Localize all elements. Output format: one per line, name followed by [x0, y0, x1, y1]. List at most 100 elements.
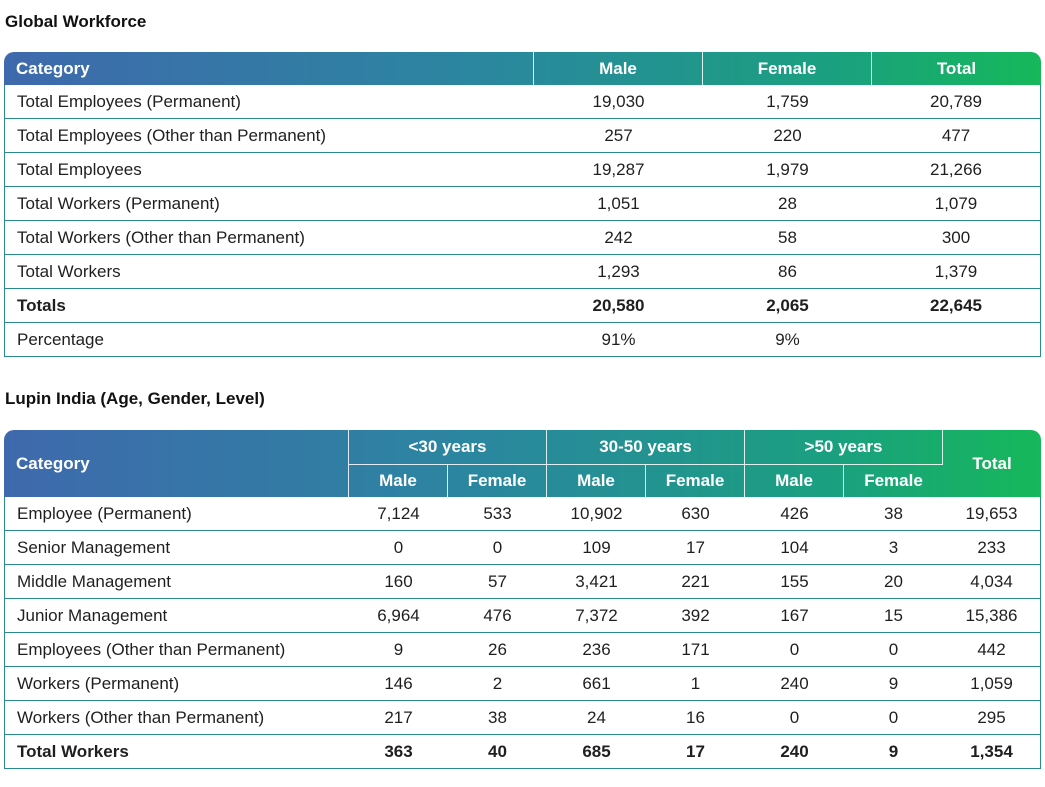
table-cell: 155 [745, 565, 845, 599]
table-cell: 109 [547, 531, 646, 565]
table-cell: 19,287 [534, 153, 703, 187]
table-cell: 9% [703, 323, 872, 357]
row-label: Employees (Other than Permanent) [4, 633, 349, 667]
table-row: Employee (Permanent) 7,124 533 10,902 630 426… [4, 497, 1042, 531]
global-workforce-title: Global Workforce [5, 12, 147, 31]
table-cell: 0 [349, 531, 448, 565]
table-cell: 426 [745, 497, 845, 531]
table-cell: 0 [448, 531, 547, 565]
table-cell: 2 [448, 667, 547, 701]
table-cell: 40 [448, 735, 547, 769]
table-cell: 257 [534, 119, 703, 153]
lupin-india-table: Category <30 years 30-50 years >50 years… [4, 430, 1042, 769]
table-row: Total Workers (Other than Permanent) 242 5… [4, 221, 1041, 255]
table-cell: 1,379 [872, 255, 1041, 289]
lupin-india-title: Lupin India (Age, Gender, Level) [5, 389, 265, 408]
table-cell: 220 [703, 119, 872, 153]
gender-header-male: Male [349, 464, 448, 497]
table-cell: 19,030 [534, 85, 703, 119]
age-group-header-under-30: <30 years [349, 430, 547, 464]
table-cell: 146 [349, 667, 448, 701]
table-cell: 392 [646, 599, 746, 633]
table-cell: 1,079 [872, 187, 1041, 221]
row-label: Total Workers (Other than Permanent) [4, 221, 534, 255]
gender-header-male: Male [745, 464, 845, 497]
table-cell: 221 [646, 565, 746, 599]
table-cell: 10,902 [547, 497, 646, 531]
table-cell: 20,580 [534, 289, 703, 323]
gender-header-row: Male Female Male Female Male Female [4, 464, 1041, 497]
row-label: Totals [4, 289, 534, 323]
table-cell: 167 [745, 599, 845, 633]
row-label: Senior Management [4, 531, 349, 565]
table-cell: 104 [745, 531, 845, 565]
table-cell: 3,421 [547, 565, 646, 599]
column-header-female: Female [703, 52, 872, 85]
table-cell: 15 [844, 599, 944, 633]
row-label: Total Workers [4, 255, 534, 289]
table-row: Employees (Other than Permanent) 9 26 236 17… [4, 633, 1042, 667]
table-cell: 20 [844, 565, 944, 599]
table-row: Workers (Permanent) 146 2 661 1 240 9 1,059 [4, 667, 1042, 701]
table-cell: 24 [547, 701, 646, 735]
table-cell: 233 [943, 531, 1042, 565]
column-header-category: Category [4, 52, 534, 85]
row-label: Total Employees (Other than Permanent) [4, 119, 534, 153]
table-cell: 685 [547, 735, 646, 769]
gender-header-female: Female [844, 464, 944, 497]
table-cell: 9 [844, 667, 944, 701]
table-row: Total Employees 19,287 1,979 21,266 [4, 153, 1041, 187]
table-cell: 22,645 [872, 289, 1041, 323]
global-workforce-table: Category Male Female Total Total Employe… [4, 52, 1041, 357]
table-cell: 28 [703, 187, 872, 221]
table-cell: 0 [745, 633, 845, 667]
table-cell: 2,065 [703, 289, 872, 323]
table-cell: 91% [534, 323, 703, 357]
table-cell: 477 [872, 119, 1041, 153]
table-cell: 0 [745, 701, 845, 735]
table-cell: 1,293 [534, 255, 703, 289]
table-row: Total Workers (Permanent) 1,051 28 1,079 [4, 187, 1041, 221]
table-row: Total Employees (Permanent) 19,030 1,759 20… [4, 85, 1041, 119]
table-cell: 20,789 [872, 85, 1041, 119]
age-group-header-over-50: >50 years [745, 430, 944, 464]
table-cell: 300 [872, 221, 1041, 255]
row-label: Total Employees (Permanent) [4, 85, 534, 119]
column-header-male: Male [534, 52, 703, 85]
age-group-header-30-50: 30-50 years [547, 430, 746, 464]
table-cell: 171 [646, 633, 746, 667]
table-row: Total Workers 363 40 685 17 240 9 1,354 [4, 735, 1042, 769]
table-cell: 7,124 [349, 497, 448, 531]
row-label: Total Workers (Permanent) [4, 187, 534, 221]
table-cell: 533 [448, 497, 547, 531]
gender-header-male: Male [547, 464, 646, 497]
table-cell: 1 [646, 667, 746, 701]
table-cell: 295 [943, 701, 1042, 735]
table-cell: 0 [844, 633, 944, 667]
table-cell: 17 [646, 735, 746, 769]
table-cell: 236 [547, 633, 646, 667]
column-header-total: Total [936, 58, 977, 78]
table-cell: 1,979 [703, 153, 872, 187]
table-cell: 160 [349, 565, 448, 599]
table-cell: 38 [448, 701, 547, 735]
row-label: Employee (Permanent) [4, 497, 349, 531]
table-cell [872, 323, 1041, 357]
table-cell: 630 [646, 497, 746, 531]
row-label: Workers (Other than Permanent) [4, 701, 349, 735]
gender-header-female: Female [646, 464, 746, 497]
table-cell: 58 [703, 221, 872, 255]
table-cell: 0 [844, 701, 944, 735]
table-row: Total Workers 1,293 86 1,379 [4, 255, 1041, 289]
table-cell: 3 [844, 531, 944, 565]
table-cell: 9 [844, 735, 944, 769]
table-cell: 240 [745, 735, 845, 769]
table-cell: 9 [349, 633, 448, 667]
age-group-header-row: Category <30 years 30-50 years >50 years… [4, 430, 1041, 497]
row-label: Junior Management [4, 599, 349, 633]
row-label: Total Employees [4, 153, 534, 187]
table-cell: 86 [703, 255, 872, 289]
table-cell: 38 [844, 497, 944, 531]
table-cell: 217 [349, 701, 448, 735]
table-row: Totals 20,580 2,065 22,645 [4, 289, 1041, 323]
